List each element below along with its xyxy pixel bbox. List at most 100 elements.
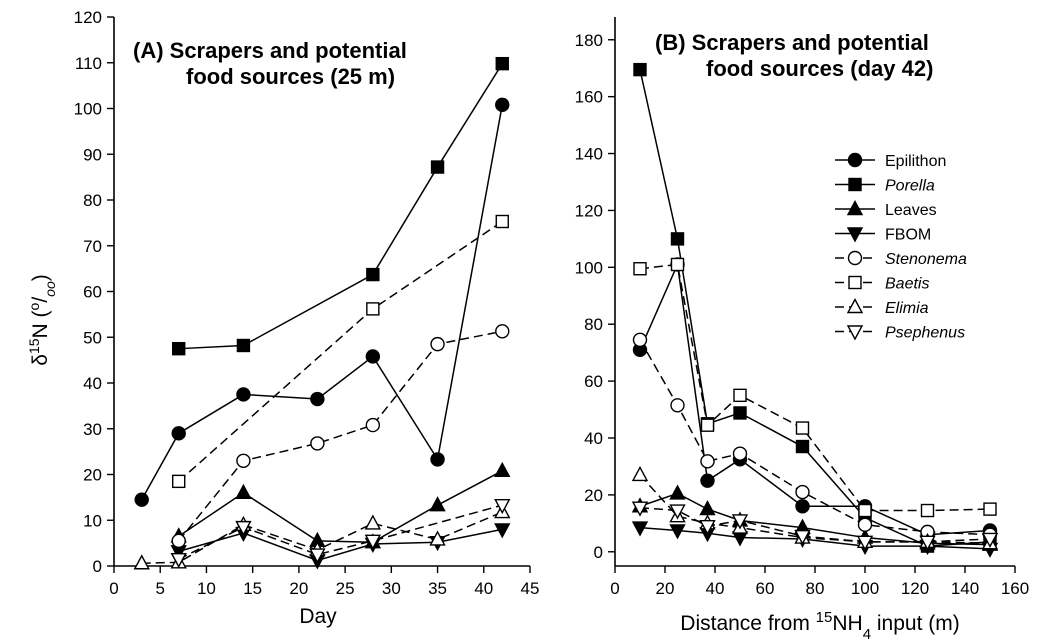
legend-label: FBOM [885,227,931,244]
panel-a-point-porella [495,56,509,71]
panel-b-x-tick-label: 60 [756,579,775,598]
panel-b-point-baetis [733,388,747,403]
panel-b-point-psephenus [669,504,686,520]
legend-item-fbom: FBOM [835,227,931,244]
panel-a-markers-psephenus [170,498,511,569]
panel-b-y-tick-label: 120 [575,201,603,220]
panel-a-y-axis-title: δ15N (o/oo) [26,274,58,366]
y-title-permil-slash: / [29,297,52,303]
panel-a-line-fbom [178,528,503,562]
panel-a-x-tick-label: 40 [474,579,493,598]
y-title-close: ) [29,274,52,281]
panel-b: 0 20 40 60 80 100 120 140 160 0 20 40 60 80 100 120 140 1… [575,17,1029,640]
panel-b-point-baetis [858,503,872,518]
panel-a-point-elimia [133,554,150,570]
legend-marker [846,200,864,216]
panel-a-axes: 0 5 10 15 20 25 30 35 40 45 0 10 20 30 40 50 60 70 80 90 100… [74,8,540,598]
panel-a-point-leaves [429,496,446,512]
panel-a-y-tick-label: 100 [74,100,102,119]
panel-a-point-stenonema [236,453,251,468]
panel-b-point-psephenus [981,532,999,548]
panel-a-point-psephenus [235,520,252,537]
panel-a-markers-baetis [172,214,509,489]
panel-a-point-epilithon [430,452,445,467]
panel-a-x-tick-label: 5 [155,579,164,598]
panel-a-x-tick-label: 25 [336,579,355,598]
panel-b-point-baetis [983,502,997,516]
panel-b-x-tick-label: 40 [706,579,725,598]
panel-a-point-psephenus [494,498,511,515]
panel-a-point-psephenus [309,548,326,564]
panel-b-point-psephenus [919,535,936,551]
panel-b-point-stenonema [632,332,648,348]
panel-a-point-epilithon [310,391,325,407]
panel-a-point-porella [172,341,186,356]
panel-a-y-tick-label: 60 [83,283,102,302]
panel-b-title-line-1: (B) Scrapers and potential [655,30,929,55]
panel-b-point-porella [733,406,747,420]
panel-b-point-baetis [700,418,715,432]
panel-a-point-epilithon [495,97,510,113]
panel-b-x-axis-title: Distance from 15NH4 input (m) [680,609,959,640]
legend-marker [846,298,864,314]
legend-label: Baetis [885,276,929,293]
panel-b-point-fbom [631,521,649,537]
panel-b-line-epilithon [639,261,991,536]
legend-item-leaves: Leaves [835,200,937,219]
panel-a-series-stenonema [178,330,503,542]
panel-b-markers-fbom [631,521,999,558]
panel-b-x-tick-label: 140 [951,579,979,598]
panel-b-markers-baetis [633,257,997,518]
panel-a-point-epilithon [365,349,381,364]
y-title-permil-bottom: oo [42,281,58,297]
panel-a-x-axis-title: Day [299,605,337,628]
panel-a-line-porella [178,63,503,350]
panel-b-point-psephenus [699,519,716,536]
panel-a-y-tick-label: 20 [83,466,102,485]
panel-b-line-stenonema [639,339,991,536]
panel-a-point-elimia [429,530,446,546]
x-title-nh: NH [832,612,862,635]
panel-b-point-elimia [631,465,649,482]
legend-marker [847,152,863,168]
panel-a-point-psephenus [364,534,382,550]
panel-b-series-psephenus [639,506,991,543]
panel-b-point-leaves [669,484,686,500]
y-title-n: N ( [29,310,52,338]
panel-b-x-tick-label: 80 [806,579,825,598]
panel-b-point-fbom [669,524,686,540]
legend-label: Leaves [885,202,937,219]
panel-a-point-psephenus [170,552,187,569]
panel-a-x-tick-label: 30 [382,579,401,598]
panel-b-line-porella [639,69,991,547]
panel-b-point-fbom [731,531,749,547]
legend-item-porella: Porella [835,178,935,195]
panel-a-line-stenonema [178,330,503,542]
panel-a-markers-epilithon [134,97,510,507]
panel-a-point-epilithon [134,492,149,507]
panel-b-point-stenonema [795,484,810,500]
panel-a-series-leaves [178,470,503,543]
panel-a-point-baetis [172,474,186,489]
panel-b-y-tick-label: 20 [584,486,603,505]
x-title-superscript: 15 [816,609,833,626]
panel-a-point-fbom [494,523,511,539]
panel-a-y-tick-label: 30 [83,420,102,439]
panel-b-point-stenonema [670,398,685,413]
panel-b-series-epilithon [639,261,991,536]
panel-b-title-line-2: food sources (day 42) [706,56,933,81]
y-title-permil-top: o [26,302,42,310]
legend-label: Porella [885,178,935,195]
legend-marker [846,325,864,341]
panel-b-line-psephenus [639,506,991,543]
panel-b-point-baetis [920,503,935,518]
panel-a-y-tick-label: 120 [74,8,102,27]
panel-a-y-tick-label: 70 [83,237,102,256]
panel-b-point-stenonema [857,517,873,532]
panel-b-point-porella [795,439,810,454]
y-title-superscript: 15 [26,338,42,354]
panel-b-point-psephenus [794,529,811,546]
legend-label: Elimia [885,300,929,317]
panel-b-y-tick-label: 40 [584,429,603,448]
